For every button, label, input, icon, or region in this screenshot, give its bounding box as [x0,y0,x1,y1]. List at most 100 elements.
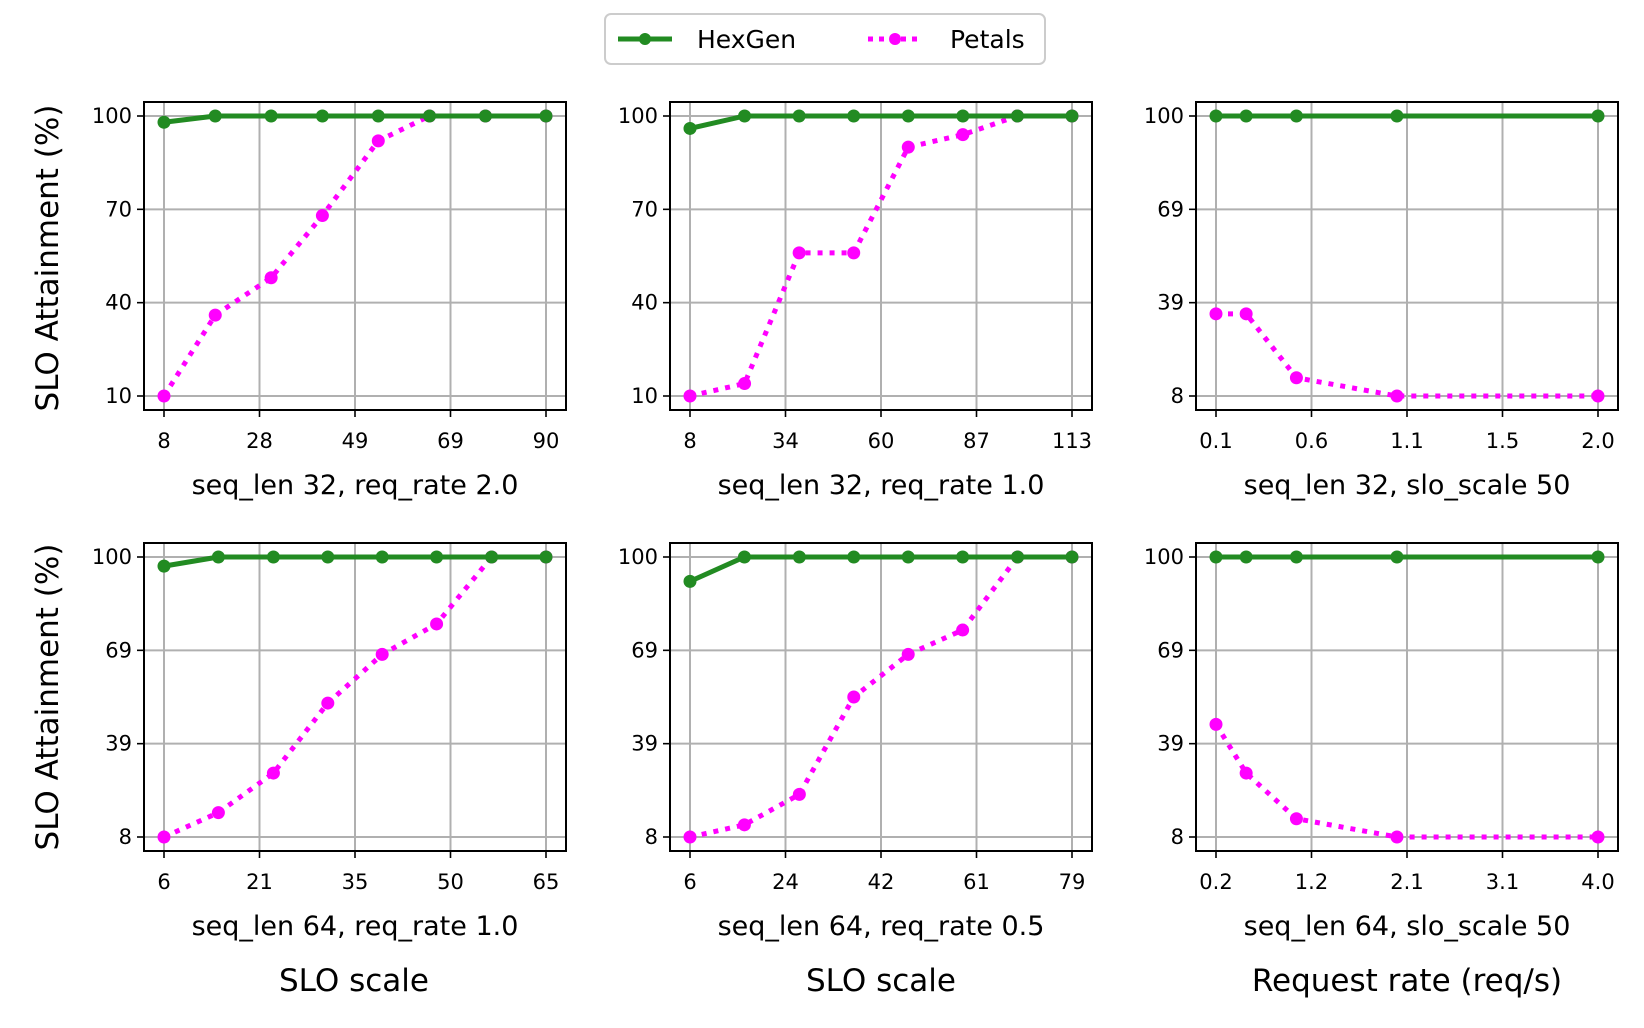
petals-data-point [847,690,861,704]
petals-data-point [1289,371,1303,385]
hexgen-data-point [956,109,970,123]
legend-hexgen-label: HexGen [697,25,796,54]
x-tick-label: 1.1 [1390,429,1423,453]
legend-box [604,13,1046,65]
y-tick-label: 69 [105,638,132,662]
column-xlabel-3: Request rate (req/s) [1252,963,1562,999]
x-tick-label: 28 [246,429,273,453]
hexgen-data-point [157,115,171,129]
y-tick-label: 69 [1157,197,1184,221]
x-tick-label: 34 [772,429,799,453]
y-tick-label: 100 [92,545,132,569]
hexgen-data-point [738,109,752,123]
hexgen-data-point [792,109,806,123]
petals-data-point [683,830,697,844]
petals-series-line [161,113,546,398]
hexgen-data-point [1010,109,1024,123]
y-tick-label: 39 [1157,291,1184,315]
subplot-3: 0.1 0.6 1.1 1.5 2.0 8 39 69 100 seq_len 32, slo_s… [1144,101,1619,501]
x-tick-label: 2.1 [1390,870,1423,894]
x-tick-label: 113 [1052,429,1092,453]
hexgen-data-point [315,109,329,123]
petals-data-point [375,647,389,661]
ylabel-row-1: SLO Attainment (%) [30,105,66,412]
hexgen-data-point [478,109,492,123]
petals-data-point [792,246,806,260]
x-tick-label: 6 [683,870,696,894]
hexgen-data-point [430,550,444,564]
hexgen-data-point [683,574,697,588]
x-tick-label: 1.2 [1295,870,1328,894]
petals-data-point [315,209,329,223]
petals-data-point [792,787,806,801]
x-tick-label: 1.5 [1486,429,1519,453]
hexgen-data-point [157,559,171,573]
petals-data-point [738,377,752,391]
plot-frame [1195,542,1619,852]
hexgen-series-line [688,554,1072,584]
hexgen-data-point [901,109,915,123]
subplot-5: 6 24 42 61 79 8 39 69 100 seq_len 64, req_rate 0.… [618,542,1093,942]
y-tick-label: 70 [105,197,132,221]
hexgen-data-point [423,109,437,123]
hexgen-data-point [266,550,280,564]
x-tick-label: 0.2 [1199,870,1232,894]
petals-data-point [956,128,970,142]
y-tick-label: 100 [1144,545,1184,569]
subplot-6: 0.2 1.2 2.1 3.1 4.0 8 39 69 100 seq_len 64, slo_s… [1144,542,1619,942]
petals-data-point [1390,830,1404,844]
x-tick-label: 69 [437,429,464,453]
y-tick-label: 8 [119,825,132,849]
petals-data-point [211,806,225,820]
petals-data-point [1591,830,1605,844]
petals-data-point [264,271,278,285]
hexgen-data-point [1289,550,1303,564]
panel-xlabel: seq_len 32, req_rate 2.0 [192,470,519,501]
y-tick-label: 70 [631,197,658,221]
y-tick-label: 40 [631,291,658,315]
plot-frame [669,542,1093,852]
hexgen-data-point [1209,109,1223,123]
x-tick-label: 61 [963,870,990,894]
hexgen-data-point [792,550,806,564]
y-tick-label: 39 [631,732,658,756]
x-tick-label: 2.0 [1581,429,1614,453]
hexgen-data-point [375,550,389,564]
petals-data-point [157,389,171,403]
subplot-1: 8 28 49 69 90 10 40 70 100 seq_len 32, req_rate 2… [92,101,567,501]
y-tick-label: 8 [645,825,658,849]
petals-data-point [1591,389,1605,403]
hexgen-data-point [208,109,222,123]
x-tick-label: 3.1 [1486,870,1519,894]
hexgen-data-point [737,550,751,564]
petals-series-line [162,554,546,840]
x-tick-label: 50 [437,870,464,894]
hexgen-data-point [1065,109,1079,123]
hexgen-data-point [901,550,915,564]
subplot-2: 8 34 60 87 113 10 40 70 100 seq_len 32, req_rate … [618,101,1093,501]
petals-series-line [1213,723,1598,840]
hexgen-data-point [264,109,278,123]
hexgen-data-point [1591,550,1605,564]
x-tick-label: 49 [342,429,369,453]
column-xlabel-2: SLO scale [806,963,956,999]
petals-data-point [371,134,385,148]
petals-data-point [208,308,222,322]
panel-xlabel: seq_len 64, req_rate 1.0 [192,911,519,942]
petals-data-point [847,246,861,260]
hexgen-data-point [485,550,499,564]
hexgen-data-point [1239,109,1253,123]
petals-data-point [1390,389,1404,403]
x-tick-label: 79 [1059,870,1086,894]
petals-data-point [901,140,915,154]
legend-hexgen-marker [639,33,651,45]
x-tick-label: 60 [868,429,895,453]
hexgen-data-point [1065,550,1079,564]
plot-frame [143,542,567,852]
petals-data-point [321,696,335,710]
panel-xlabel: seq_len 32, req_rate 1.0 [718,470,1045,501]
y-tick-label: 39 [1157,732,1184,756]
hexgen-data-point [211,550,225,564]
hexgen-data-point [1390,109,1404,123]
